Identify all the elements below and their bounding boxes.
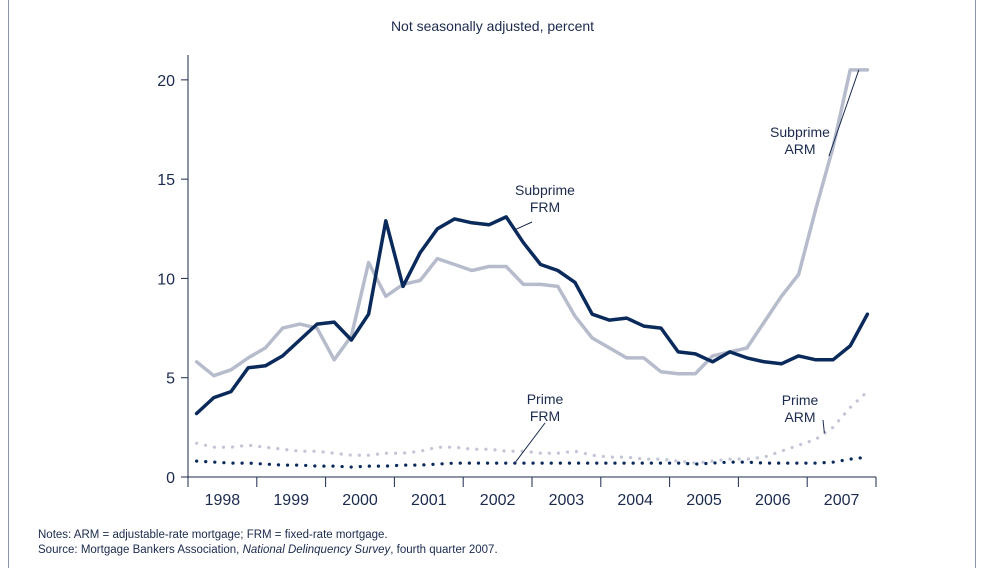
x-tick-label: 1999	[273, 492, 309, 509]
series-label-text: FRM	[530, 408, 560, 424]
x-tick-label: 2004	[617, 492, 653, 509]
source-suffix: , fourth quarter 2007.	[390, 544, 498, 556]
y-tick-label: 5	[166, 371, 175, 388]
x-tick-label: 2002	[480, 492, 516, 509]
x-tick-label: 2005	[686, 492, 722, 509]
series-label-text: ARM	[784, 141, 815, 157]
x-tick-label: 2006	[755, 492, 791, 509]
series-label-text: FRM	[530, 199, 560, 215]
chart-frame	[8, 0, 976, 568]
series-label-text: Prime	[527, 391, 564, 407]
leader-line	[828, 69, 860, 157]
x-tick-label: 1998	[205, 492, 241, 509]
series-line-prime-frm	[195, 455, 870, 469]
series-line-prime-arm	[195, 390, 870, 465]
x-tick-label: 2003	[549, 492, 585, 509]
y-tick-label: 0	[166, 470, 175, 487]
x-tick-label: 2000	[342, 492, 378, 509]
source-title: National Delinquency Survey	[242, 544, 391, 556]
source-line: Source: Mortgage Bankers Association, Na…	[38, 543, 498, 558]
series-label-text: ARM	[784, 409, 815, 425]
source-prefix: Source: Mortgage Bankers Association,	[38, 544, 243, 556]
leader-line	[822, 419, 825, 434]
y-tick-label: 20	[157, 73, 175, 90]
chart-notes: Notes: ARM = adjustable-rate mortgage; F…	[38, 528, 498, 558]
y-tick-label: 15	[157, 172, 175, 189]
leader-line	[514, 422, 546, 464]
chart-subtitle: Not seasonally adjusted, percent	[390, 18, 595, 34]
series-line-subprime-frm	[194, 215, 870, 416]
leader-line	[514, 221, 533, 231]
series-line-subprime-arm	[194, 68, 870, 378]
series-label-text: Prime	[782, 392, 819, 408]
axes: 0 5 10 15 20 1998 1999 2000 2001 2002 2003 2004 2005…	[157, 55, 877, 509]
line-chart: 0 5 10 15 20 1998 1999 2000 2001 2002 2003 2004 2005…	[157, 55, 877, 509]
y-tick-label: 10	[157, 271, 175, 288]
series-label-text: Subprime	[770, 124, 830, 140]
x-tick-label: 2001	[411, 492, 447, 509]
series-label-text: Subprime	[515, 182, 575, 198]
notes-line: Notes: ARM = adjustable-rate mortgage; F…	[38, 529, 388, 541]
series-layer	[194, 68, 870, 469]
x-tick-label: 2007	[824, 492, 860, 509]
